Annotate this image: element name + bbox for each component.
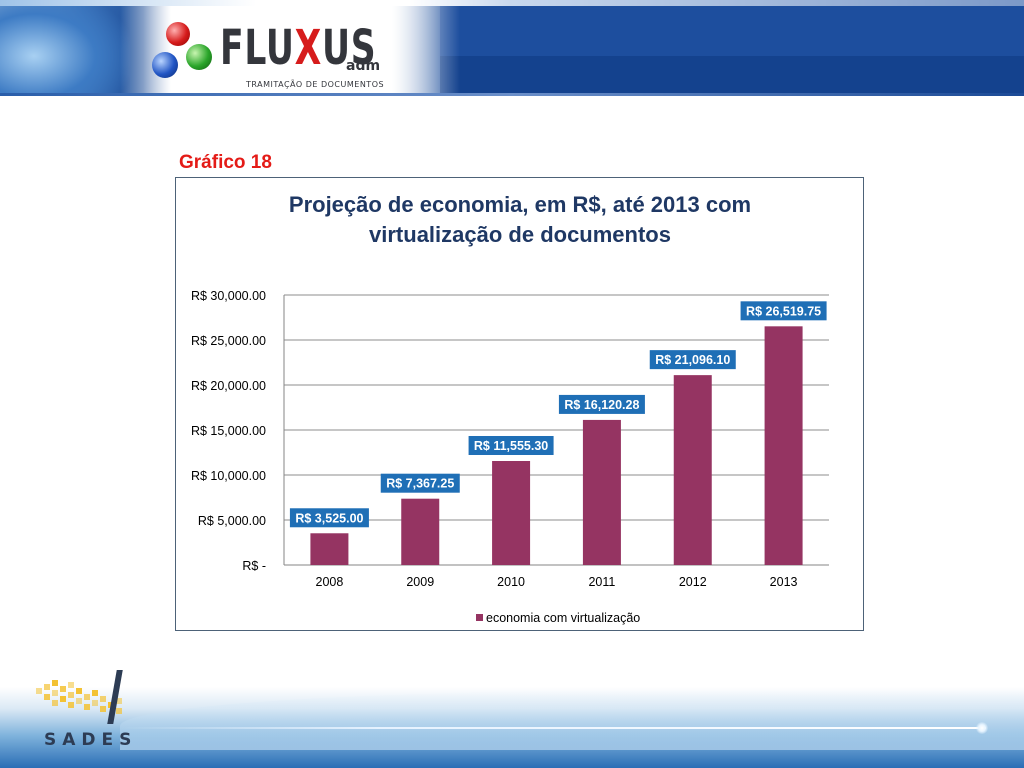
figure-caption: Gráfico 18	[179, 152, 272, 173]
data-label-box	[558, 394, 645, 414]
logo-suffix: adm	[346, 58, 381, 74]
y-tick-label: R$ 20,000.00	[191, 379, 266, 393]
footer-wave	[120, 690, 1024, 750]
legend-swatch	[476, 614, 483, 621]
header-top-line	[0, 0, 1024, 6]
data-label-box	[649, 350, 736, 370]
sades-dot	[52, 680, 58, 686]
data-label: R$ 7,367.25	[386, 477, 454, 491]
red-ball-icon	[166, 22, 190, 46]
sades-dot	[52, 700, 58, 706]
y-tick-label: R$ 30,000.00	[191, 289, 266, 303]
logo-tagline: TRAMITAÇÃO DE DOCUMENTOS	[246, 80, 385, 89]
x-tick-label: 2009	[406, 575, 434, 589]
sades-sail-icon	[107, 670, 123, 724]
header-band	[440, 6, 1024, 56]
sades-dot	[36, 688, 42, 694]
fluxus-logo: FLUXUS adm TRAMITAÇÃO DE DOCUMENTOS	[150, 14, 390, 92]
data-label: R$ 21,096.10	[655, 353, 730, 367]
y-tick-label: R$ 10,000.00	[191, 469, 266, 483]
logo-word-x: X	[294, 20, 322, 76]
legend: economia com virtualização	[476, 611, 640, 625]
footer-light-line	[120, 727, 986, 729]
bar	[582, 419, 621, 565]
gridlines	[283, 294, 829, 566]
sades-dot	[100, 706, 106, 712]
sades-dot	[100, 696, 106, 702]
chart-title-line: virtualização de documentos	[369, 222, 671, 247]
y-axis-ticks: R$ - R$ 5,000.00 R$ 10,000.00 R$ 15,000.00 R…	[191, 289, 266, 573]
data-label: R$ 11,555.30	[474, 439, 548, 453]
y-tick-label: R$ 5,000.00	[198, 514, 266, 528]
green-ball-icon	[186, 44, 212, 70]
data-labels: R$ 3,525.00 R$ 7,367.25 R$ 11,555.30 R$ 16,…	[289, 301, 827, 528]
sades-dot	[116, 698, 122, 704]
data-label: R$ 3,525.00	[295, 511, 363, 525]
footer-band	[0, 660, 1024, 768]
sades-dot	[92, 690, 98, 696]
sades-dot	[76, 698, 82, 704]
data-label-box	[289, 508, 369, 528]
sades-dot	[116, 708, 122, 714]
bar-chart: Projeção de economia, em R$, até 2013 co…	[191, 192, 829, 625]
data-label: R$ 26,519.75	[746, 304, 821, 318]
data-label-box	[740, 301, 827, 321]
bars	[310, 326, 803, 565]
data-label: R$ 16,120.28	[564, 398, 639, 412]
x-tick-label: 2011	[588, 575, 615, 589]
x-tick-label: 2010	[497, 575, 525, 589]
sades-dot	[76, 688, 82, 694]
sades-dot	[44, 684, 50, 690]
data-label-box	[380, 473, 460, 493]
sades-dot	[44, 694, 50, 700]
sades-logo: SADES	[34, 668, 131, 758]
x-tick-label: 2008	[316, 575, 344, 589]
logo-word-part: US	[321, 20, 377, 76]
sades-dot	[68, 682, 74, 688]
x-tick-label: 2012	[679, 575, 707, 589]
y-tick-label: R$ 15,000.00	[191, 424, 266, 438]
chart-frame: Projeção de economia, em R$, até 2013 co…	[175, 177, 864, 631]
y-tick-label: R$ 25,000.00	[191, 334, 266, 348]
footer-spark	[976, 722, 988, 734]
y-tick-label: R$ -	[242, 559, 266, 573]
x-axis-ticks: 2008 2009 2010 2011 2012 2013	[316, 575, 798, 589]
header-band-lower	[440, 56, 1024, 93]
sades-dot	[92, 700, 98, 706]
chart-title: Projeção de economia, em R$, até 2013 co…	[289, 192, 751, 247]
sades-dot	[68, 702, 74, 708]
header-logo-backdrop	[120, 6, 460, 93]
sades-dot	[84, 704, 90, 710]
logo-word-part: FLU	[220, 20, 295, 76]
globe-graphic	[0, 0, 130, 96]
sades-dot	[60, 686, 66, 692]
x-tick-label: 2013	[770, 575, 798, 589]
sades-dot	[84, 694, 90, 700]
bar	[310, 533, 349, 565]
sades-dot	[52, 690, 58, 696]
blue-ball-icon	[152, 52, 178, 78]
sades-dot	[68, 692, 74, 698]
sades-dot	[60, 696, 66, 702]
legend-label: economia com virtualização	[486, 611, 640, 625]
bar	[492, 461, 531, 565]
bar	[764, 326, 803, 565]
header-banner: FLUXUS adm TRAMITAÇÃO DE DOCUMENTOS	[0, 0, 1024, 96]
sades-wordmark: SADES	[44, 730, 138, 750]
bar	[673, 375, 712, 565]
bar	[401, 498, 440, 565]
logo-wordmark: FLUXUS	[220, 20, 376, 76]
data-label-box	[468, 436, 554, 456]
header-bottom-line	[0, 93, 1024, 96]
chart-title-line: Projeção de economia, em R$, até 2013 co…	[289, 192, 751, 217]
